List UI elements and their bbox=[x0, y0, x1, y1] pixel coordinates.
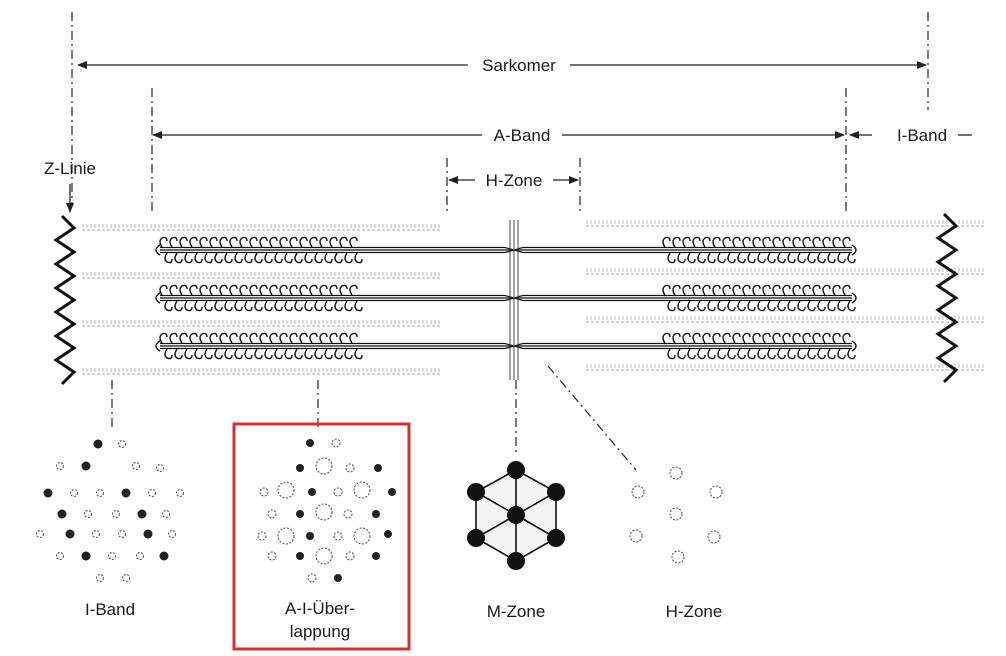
thick-filament-dot bbox=[277, 481, 295, 499]
filament-dot bbox=[65, 529, 75, 539]
thin-filaments bbox=[82, 220, 985, 375]
thin-filament-dot bbox=[343, 509, 353, 519]
z-linie-label-group: Z-Linie bbox=[44, 159, 96, 213]
filament-dot bbox=[137, 509, 147, 519]
h-zone-top-label: H-Zone bbox=[486, 171, 543, 190]
sarkomer-dimension: Sarkomer bbox=[77, 56, 927, 75]
filament-dot bbox=[111, 509, 121, 519]
filament-dot bbox=[131, 461, 141, 471]
thin-filament-dot bbox=[384, 530, 392, 538]
filament-dot bbox=[91, 529, 101, 539]
thin-filament-dot bbox=[374, 464, 382, 472]
thin-filament-dot bbox=[306, 532, 314, 540]
filament-dot bbox=[95, 573, 105, 583]
z-lines bbox=[53, 212, 959, 386]
thin-filament-dot bbox=[345, 463, 355, 473]
filament-dot bbox=[121, 488, 131, 498]
thin-filament-dot bbox=[259, 487, 269, 497]
filament-dot bbox=[155, 463, 165, 473]
thick-filaments bbox=[155, 236, 857, 360]
i-band-top-label: I-Band bbox=[897, 126, 947, 145]
thin-filament-dot bbox=[267, 509, 277, 519]
cross-section-label-a-i-line1: A-I-Über- bbox=[285, 599, 355, 618]
filament-dot bbox=[83, 509, 93, 519]
thick-filament bbox=[155, 236, 857, 264]
thin-filament-dot bbox=[267, 551, 277, 561]
h-zone-top-dimension: H-Zone bbox=[448, 171, 579, 190]
filament-dot bbox=[159, 551, 169, 561]
cross-section-label-h-zone: H-Zone bbox=[666, 602, 723, 621]
thin-filament-dot bbox=[333, 487, 343, 497]
thick-filament-dot bbox=[315, 547, 333, 565]
thick-filament bbox=[155, 284, 857, 312]
reference-lines bbox=[71, 12, 929, 212]
highlight-box bbox=[232, 422, 411, 651]
a-band-dimension: A-Band bbox=[152, 126, 845, 145]
thin-filament-dot bbox=[372, 510, 380, 518]
thin-filament-dot bbox=[296, 464, 304, 472]
a-band-label: A-Band bbox=[494, 126, 551, 145]
thin-filament-dot bbox=[308, 488, 316, 496]
thin-filament-dot bbox=[334, 574, 342, 582]
cross-section-h-zone bbox=[629, 466, 723, 564]
i-band-top-dimension: I-Band bbox=[849, 126, 972, 145]
filament-dot bbox=[161, 509, 171, 519]
thick-filament-dot bbox=[353, 527, 371, 545]
filament-dot bbox=[121, 573, 131, 583]
thin-filament-dot bbox=[372, 552, 380, 560]
filament-dot bbox=[117, 439, 127, 449]
filament-dot bbox=[81, 551, 91, 561]
sarkomer-label: Sarkomer bbox=[482, 56, 556, 75]
z-line-left bbox=[53, 214, 77, 386]
filament-dot bbox=[143, 529, 153, 539]
cross-section-i-band bbox=[35, 439, 185, 583]
filament-dot bbox=[135, 551, 145, 561]
thin-filament-dot bbox=[331, 438, 341, 448]
thin-filament-dot bbox=[388, 488, 396, 496]
filament-dot bbox=[69, 488, 79, 498]
thin-filament-dot bbox=[296, 552, 304, 560]
thick-filament-dot bbox=[315, 503, 333, 521]
filament-dot bbox=[167, 529, 177, 539]
cross-section-label-m-zone: M-Zone bbox=[487, 602, 546, 621]
cross-section-a-i-overlap bbox=[257, 438, 396, 583]
thin-filament-dot bbox=[333, 531, 343, 541]
m-line bbox=[509, 220, 519, 380]
filament-dot bbox=[35, 529, 45, 539]
thin-filament-dot bbox=[307, 573, 317, 583]
filament-dot bbox=[107, 551, 117, 561]
z-line-right bbox=[935, 212, 959, 384]
filament-dot bbox=[147, 488, 157, 498]
filament-dot bbox=[175, 488, 185, 498]
filament-dot bbox=[93, 439, 103, 449]
cross-section-label-i-band: I-Band bbox=[85, 600, 135, 619]
filament-dot bbox=[57, 509, 67, 519]
cross-section-label-a-i-line2: lappung bbox=[290, 622, 351, 641]
filament-dot bbox=[55, 551, 65, 561]
filament-dot bbox=[95, 488, 105, 498]
cross-section-m-zone bbox=[467, 461, 565, 570]
thin-filament-dot bbox=[257, 531, 267, 541]
filament-dot bbox=[43, 488, 53, 498]
thin-filament-dot bbox=[345, 551, 355, 561]
thin-filament-dot bbox=[296, 510, 304, 518]
thick-filament-dot bbox=[353, 481, 371, 499]
filament-dot bbox=[81, 461, 91, 471]
thick-filament bbox=[155, 332, 857, 360]
filament-dot bbox=[117, 529, 127, 539]
leader-lines bbox=[111, 365, 637, 471]
filament-dot bbox=[55, 461, 65, 471]
thin-filament-dot bbox=[306, 439, 314, 447]
z-linie-label: Z-Linie bbox=[44, 159, 96, 178]
thick-filament-dot bbox=[277, 527, 295, 545]
thick-filament-dot bbox=[315, 457, 333, 475]
